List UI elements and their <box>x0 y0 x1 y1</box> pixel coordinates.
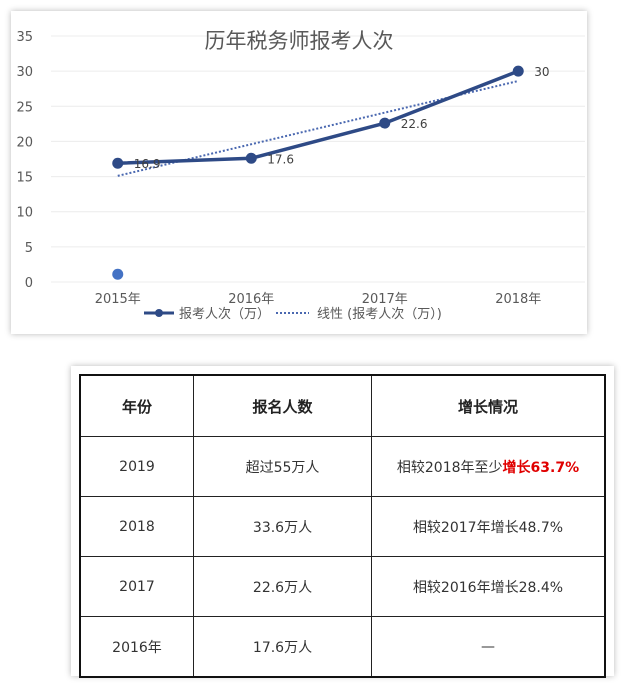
table-header-row: 年份 报名人数 增长情况 <box>79 374 606 437</box>
data-point <box>512 65 524 77</box>
extra-data-point <box>112 268 124 280</box>
data-label: 30 <box>534 65 549 79</box>
y-tick-label: 20 <box>16 135 33 150</box>
cell-year: 2019 <box>79 436 194 497</box>
cell-count: 33.6万人 <box>193 496 372 557</box>
cell-growth: 相较2018年至少增长63.7% <box>371 436 606 497</box>
x-tick-label: 2015年 <box>95 292 141 307</box>
cell-year: 2017 <box>79 556 194 617</box>
y-tick-label: 10 <box>16 206 33 221</box>
cell-growth: 相较2016年增长28.4% <box>371 556 606 617</box>
registration-table: 年份 报名人数 增长情况 2019 超过55万人 相较2018年至少增长63.7… <box>79 374 606 678</box>
table-row: 2019 超过55万人 相较2018年至少增长63.7% <box>79 436 606 497</box>
y-tick-label: 25 <box>16 100 33 115</box>
legend-series-label: 报考人次（万） <box>179 306 270 322</box>
header-year: 年份 <box>79 374 194 437</box>
table-row: 2017 22.6万人 相较2016年增长28.4% <box>79 556 606 617</box>
table-card: 年份 报名人数 增长情况 2019 超过55万人 相较2018年至少增长63.7… <box>71 366 614 678</box>
data-label: 17.6 <box>267 152 294 166</box>
line-chart: 0 5 10 15 20 25 30 35 2015年 2016年 2017年 2018年 16.9… <box>16 29 585 322</box>
table-row: 2018 33.6万人 相较2017年增长48.7% <box>79 496 606 557</box>
series-line <box>117 69 519 165</box>
data-label: 16.9 <box>134 157 161 171</box>
cell-year: 2016年 <box>79 616 194 678</box>
cell-count: 超过55万人 <box>193 436 372 497</box>
x-tick-label: 2017年 <box>362 292 408 307</box>
y-tick-label: 15 <box>16 171 33 186</box>
data-point <box>379 117 391 129</box>
data-label: 22.6 <box>401 117 428 131</box>
header-growth: 增长情况 <box>371 374 606 437</box>
y-tick-label: 35 <box>16 30 33 45</box>
y-tick-label: 5 <box>25 241 33 256</box>
chart-card: 0 5 10 15 20 25 30 35 2015年 2016年 2017年 2018年 16.9… <box>11 11 587 334</box>
cell-growth: 相较2017年增长48.7% <box>371 496 606 557</box>
x-tick-label: 2018年 <box>495 292 541 307</box>
x-tick-label: 2016年 <box>228 292 274 307</box>
cell-count: 17.6万人 <box>193 616 372 678</box>
y-tick-label: 0 <box>25 276 33 291</box>
chart-legend: 报考人次（万） 线性 (报考人次（万）) <box>144 306 442 322</box>
growth-prefix: 相较2018年至少 <box>396 459 503 476</box>
header-count: 报名人数 <box>193 374 372 437</box>
chart-title: 历年税务师报考人次 <box>205 29 394 53</box>
table-row: 2016年 17.6万人 — <box>79 616 606 678</box>
data-point <box>245 152 257 164</box>
y-tick-label: 30 <box>16 65 33 80</box>
cell-year: 2018 <box>79 496 194 557</box>
cell-growth: — <box>371 616 606 678</box>
growth-highlight: 增长63.7% <box>502 459 580 476</box>
cell-count: 22.6万人 <box>193 556 372 617</box>
legend-series-marker <box>155 309 163 317</box>
legend-trend-label: 线性 (报考人次（万）) <box>317 306 442 322</box>
data-point <box>112 157 124 169</box>
